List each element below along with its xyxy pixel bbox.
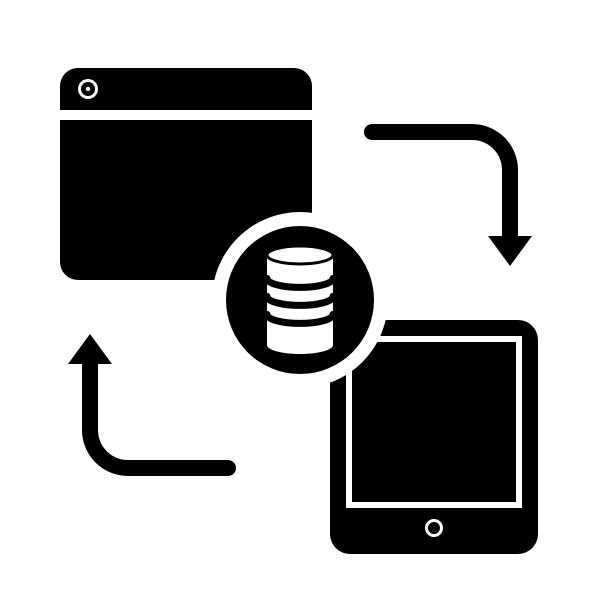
data-sync-icon (0, 0, 600, 600)
arrow-up-left-icon (68, 334, 228, 468)
data-sync-icon-svg (0, 0, 600, 600)
database-badge-icon (212, 212, 388, 388)
arrow-down-right-icon (372, 132, 532, 266)
